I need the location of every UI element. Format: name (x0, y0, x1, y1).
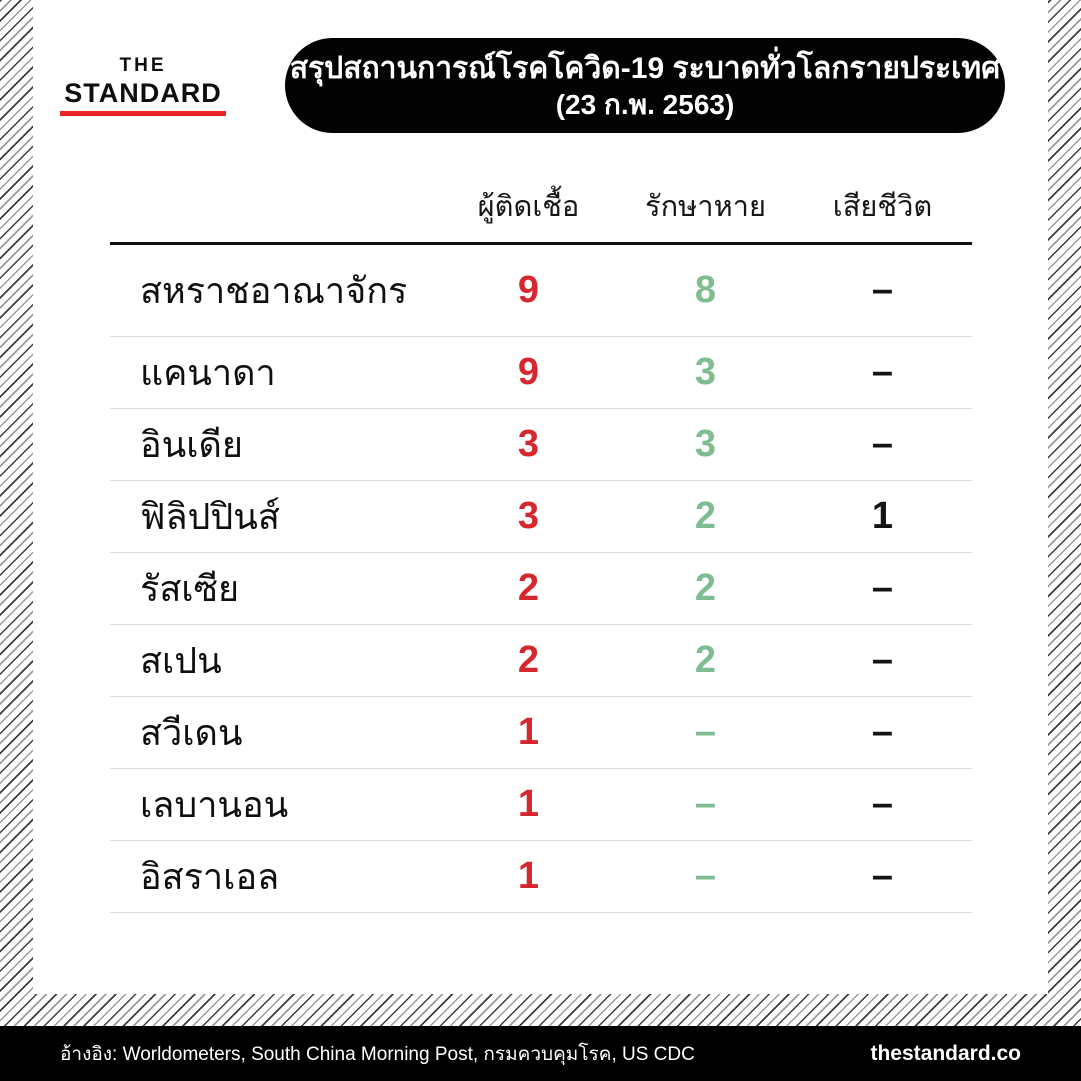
recovered-value: – (694, 855, 717, 897)
logo-line-standard: STANDARD (64, 77, 222, 108)
infected-value: 1 (517, 855, 540, 897)
deaths-value: – (871, 423, 894, 465)
infected-value: 3 (517, 495, 540, 537)
title-pill: สรุปสถานการณ์โรคโควิด-19 ระบาดทั่วโลกราย… (285, 38, 1005, 133)
footer-bar: อ้างอิง: Worldometers, South China Morni… (0, 1026, 1081, 1081)
deaths-value: – (871, 567, 894, 609)
recovered-column-header: รักษาหาย (645, 191, 766, 223)
country-name: แคนาดา (140, 352, 276, 393)
recovered-value: 2 (694, 639, 717, 681)
country-name: ฟิลิปปินส์ (140, 496, 280, 537)
infected-value: 3 (517, 423, 540, 465)
deaths-value: 1 (871, 495, 894, 537)
the-standard-logo: THE STANDARD (60, 55, 226, 117)
covid-country-table: ผู้ติดเชื้อ รักษาหาย เสียชีวิต สหราชอาณา… (110, 170, 972, 913)
infected-column-header: ผู้ติดเชื้อ (477, 191, 580, 223)
logo-red-underline (60, 111, 226, 117)
country-name: สหราชอาณาจักร (140, 270, 408, 311)
country-name: สวีเดน (140, 712, 243, 753)
deaths-value: – (871, 783, 894, 825)
deaths-value: – (871, 351, 894, 393)
deaths-value: – (871, 711, 894, 753)
recovered-value: 2 (694, 567, 717, 609)
country-name: รัสเซีย (140, 568, 240, 609)
page-title: สรุปสถานการณ์โรคโควิด-19 ระบาดทั่วโลกราย… (289, 52, 1001, 86)
deaths-column-header: เสียชีวิต (832, 191, 933, 223)
country-name: เลบานอน (140, 784, 289, 825)
content-panel (33, 0, 1048, 994)
recovered-value: 2 (694, 495, 717, 537)
table-row: สวีเดน 1 – – (110, 697, 972, 769)
recovered-value: 3 (694, 351, 717, 393)
table-header-row: ผู้ติดเชื้อ รักษาหาย เสียชีวิต (110, 170, 972, 245)
recovered-value: 3 (694, 423, 717, 465)
table-row: อินเดีย 3 3 – (110, 409, 972, 481)
infected-value: 9 (517, 269, 540, 311)
table-row: สหราชอาณาจักร 9 8 – (110, 245, 972, 337)
country-name: สเปน (140, 640, 222, 681)
logo-line-the: THE (119, 55, 167, 76)
table-row: สเปน 2 2 – (110, 625, 972, 697)
recovered-value: 8 (694, 269, 717, 311)
deaths-value: – (871, 269, 894, 311)
table-row: เลบานอน 1 – – (110, 769, 972, 841)
table-row: รัสเซีย 2 2 – (110, 553, 972, 625)
table-body: สหราชอาณาจักร 9 8 – แคนาดา 9 3 – อินเดีย 3 3 – ฟิลิป… (110, 245, 972, 913)
recovered-value: – (694, 783, 717, 825)
infected-value: 1 (517, 783, 540, 825)
country-name: อินเดีย (140, 424, 244, 465)
source-credit: อ้างอิง: Worldometers, South China Morni… (60, 1043, 695, 1065)
site-url: thestandard.co (870, 1041, 1021, 1065)
infected-value: 2 (517, 567, 540, 609)
table-row: อิสราเอล 1 – – (110, 841, 972, 913)
page-title-date: (23 ก.พ. 2563) (555, 89, 735, 121)
table-row: แคนาดา 9 3 – (110, 337, 972, 409)
deaths-value: – (871, 855, 894, 897)
infected-value: 2 (517, 639, 540, 681)
infected-value: 9 (517, 351, 540, 393)
table-row: ฟิลิปปินส์ 3 2 1 (110, 481, 972, 553)
country-name: อิสราเอล (140, 856, 280, 897)
infected-value: 1 (517, 711, 540, 753)
deaths-value: – (871, 639, 894, 681)
recovered-value: – (694, 711, 717, 753)
